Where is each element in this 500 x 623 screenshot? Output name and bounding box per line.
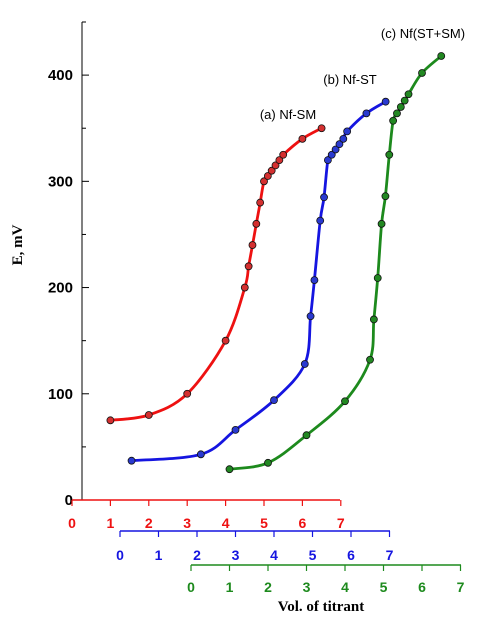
x-tick-label: 6 [299, 515, 307, 531]
data-point [127, 456, 136, 465]
data-point [396, 103, 405, 111]
y-axis: 0 100 200 300 400 [48, 21, 89, 509]
data-point [256, 198, 265, 207]
data-point [437, 52, 446, 60]
series-group [225, 52, 446, 474]
data-point [231, 425, 240, 434]
x-tick-label: 5 [260, 515, 268, 531]
x-tick-label: 4 [341, 579, 349, 595]
data-point [248, 241, 257, 249]
y-tick-label: 400 [48, 67, 73, 84]
data-point [302, 431, 311, 440]
data-point [310, 276, 319, 285]
data-point [270, 396, 278, 405]
x-tick-label: 4 [270, 547, 278, 563]
y-tick-label: 0 [65, 492, 73, 509]
series-group [127, 97, 390, 465]
x-tick-label: 5 [309, 547, 317, 563]
x-tick-label: 1 [226, 579, 234, 595]
data-point [275, 156, 284, 164]
data-point [196, 450, 205, 459]
data-point [298, 134, 307, 143]
y-tick-label: 200 [48, 280, 73, 297]
data-point [331, 145, 340, 154]
x-tick-label: 0 [187, 579, 195, 595]
x-tick-label: 7 [337, 515, 345, 531]
x-tick-label: 7 [386, 547, 394, 563]
series-layer [106, 52, 446, 474]
data-point [341, 397, 349, 406]
x-tick-label: 7 [457, 579, 465, 595]
data-point [418, 69, 426, 77]
x-tick-label: 6 [418, 579, 426, 595]
data-point [225, 465, 234, 474]
series-label: (a) Nf-SM [260, 107, 316, 122]
data-point [317, 124, 326, 133]
y-tick-label: 300 [48, 173, 73, 190]
data-point [339, 134, 348, 143]
data-point [271, 161, 280, 170]
y-tick-label: 100 [48, 386, 73, 403]
x-axis-label: Vol. of titrant [278, 599, 365, 615]
data-point [369, 315, 378, 324]
x-tick-label: 6 [347, 547, 355, 563]
data-point [244, 262, 253, 271]
data-point [183, 389, 192, 398]
series-label: (b) Nf-ST [323, 72, 377, 87]
data-point [320, 193, 328, 202]
series-line [110, 126, 323, 422]
data-point [252, 219, 261, 228]
data-point [385, 150, 394, 159]
x-tick-label: 0 [68, 515, 76, 531]
x-axes: 0 1 2 3 4 5 6 70 1 2 3 4 5 6 70 1 2 3 4 5 6 7 [68, 499, 465, 595]
x-tick-label: 3 [183, 515, 191, 531]
data-point [144, 411, 153, 419]
x-tick-label: 2 [145, 515, 153, 531]
data-point [377, 219, 386, 228]
data-point [323, 156, 332, 164]
data-point [362, 109, 371, 118]
x-tick-label: 2 [193, 547, 201, 563]
data-point [366, 355, 374, 364]
data-point [279, 150, 288, 159]
data-point [300, 360, 309, 368]
data-point [221, 336, 230, 345]
x-tick-label: 0 [116, 547, 124, 563]
x-tick-label: 4 [222, 515, 230, 531]
data-point [381, 97, 390, 106]
data-point [240, 283, 249, 292]
data-point [400, 96, 409, 105]
data-point [343, 127, 352, 136]
data-point [316, 216, 325, 225]
series-labels: (a) Nf-SM (b) Nf-ST (c) Nf(ST+SM) [260, 26, 465, 122]
x-tick-label: 2 [264, 579, 272, 595]
data-point [264, 458, 272, 467]
data-point [373, 274, 382, 282]
data-point [335, 140, 344, 149]
data-point [306, 312, 315, 321]
data-point [327, 150, 336, 159]
data-point [389, 116, 398, 125]
series-label: (c) Nf(ST+SM) [381, 26, 465, 41]
data-point [393, 109, 401, 118]
data-point [381, 192, 390, 201]
data-point [267, 166, 276, 175]
data-point [106, 416, 115, 425]
data-point [263, 172, 272, 180]
y-axis-label: E, mV [10, 224, 26, 265]
data-point [260, 177, 268, 186]
x-tick-label: 1 [155, 547, 163, 563]
x-tick-label: 5 [380, 579, 388, 595]
x-tick-label: 3 [232, 547, 240, 563]
data-point [404, 90, 413, 99]
x-tick-label: 3 [303, 579, 311, 595]
x-tick-label: 1 [107, 515, 115, 531]
series-group [106, 124, 326, 425]
